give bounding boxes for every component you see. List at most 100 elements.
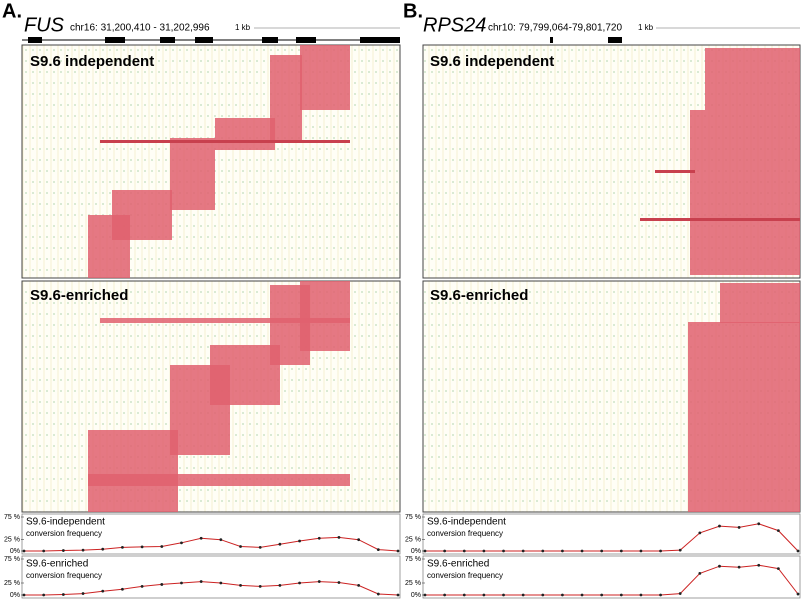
frequency-point [580, 593, 584, 597]
frequency-point [737, 526, 741, 529]
frequency-point [376, 548, 380, 552]
frequency-point [580, 549, 584, 553]
frequency-line [24, 581, 399, 596]
frequency-point [600, 593, 604, 597]
frequency-box [21, 513, 401, 555]
plot-subtitle: conversion frequency [26, 571, 102, 580]
frequency-point [337, 536, 341, 539]
frequency-line [425, 523, 799, 552]
scale-label: 1 kb [638, 23, 654, 32]
frequency-point [317, 580, 321, 583]
frequency-point [482, 593, 486, 597]
frequency-point [61, 549, 65, 552]
y-tick-label: 0% [411, 548, 421, 555]
frequency-point [42, 593, 46, 597]
frequency-point [737, 565, 741, 569]
gene-name: FUS [24, 14, 65, 36]
frequency-point [42, 549, 46, 553]
frequency-point [561, 549, 564, 553]
frequency-point [462, 549, 466, 553]
frequency-point [140, 545, 144, 549]
frequency-point [298, 539, 301, 543]
frequency-point [219, 581, 223, 585]
frequency-point [600, 549, 604, 553]
frequency-point [678, 592, 682, 595]
heatmap-title: S9.6 independent [30, 53, 154, 70]
frequency-point [199, 580, 203, 583]
frequency-point [561, 593, 564, 597]
y-tick-label: 0% [10, 592, 20, 599]
frequency-point [22, 549, 26, 553]
frequency-point [396, 593, 400, 597]
frequency-point [541, 549, 545, 553]
gene-name: RPS24 [423, 14, 486, 36]
plot-title: S9.6-enriched [26, 559, 88, 570]
frequency-point [121, 587, 124, 591]
frequency-point [541, 593, 545, 597]
panel-label: A. [2, 0, 22, 22]
frequency-point [619, 593, 623, 597]
plot-title: S9.6-independent [26, 517, 105, 528]
frequency-point [239, 584, 242, 587]
r-loop-reads [88, 281, 350, 512]
frequency-point [81, 548, 85, 552]
r-loop-reads [88, 45, 350, 278]
y-tick-label: 0% [10, 548, 20, 555]
frequency-point [101, 547, 105, 551]
plot-subtitle: conversion frequency [26, 529, 102, 538]
r-loop-reads [688, 283, 800, 512]
frequency-point [317, 536, 321, 540]
frequency-line [24, 536, 399, 552]
frequency-point [278, 542, 282, 546]
y-tick-label: 25 % [4, 537, 20, 544]
frequency-point [357, 538, 361, 542]
frequency-point [757, 522, 761, 526]
frequency-point [180, 541, 183, 545]
frequency-point [502, 549, 505, 553]
frequency-point [160, 545, 164, 548]
frequency-point [659, 593, 662, 597]
frequency-point [298, 581, 301, 585]
frequency-point [698, 531, 702, 535]
frequency-point [337, 581, 341, 584]
plot-subtitle: conversion frequency [427, 571, 503, 580]
heatmap-title: S9.6-enriched [430, 287, 528, 304]
frequency-point [521, 593, 525, 597]
frequency-point [376, 592, 380, 596]
frequency-point [796, 592, 800, 596]
frequency-point [258, 584, 262, 588]
y-tick-label: 0% [411, 592, 421, 599]
frequency-point [776, 529, 780, 532]
gene-track [550, 37, 622, 43]
heatmap-title: S9.6 independent [430, 53, 554, 70]
frequency-point [718, 524, 721, 528]
frequency-point [776, 567, 780, 570]
frequency-point [659, 549, 662, 553]
heatmap-title: S9.6-enriched [30, 287, 128, 304]
frequency-point [199, 536, 203, 540]
y-tick-label: 75 % [405, 514, 421, 521]
frequency-point [140, 584, 144, 588]
frequency-point [619, 549, 623, 553]
frequency-point [258, 545, 262, 549]
frequency-point [521, 549, 525, 553]
frequency-point [121, 545, 124, 549]
frequency-point [639, 593, 643, 597]
y-tick-label: 75 % [4, 514, 20, 521]
frequency-point [443, 593, 447, 597]
y-tick-label: 75 % [4, 556, 20, 563]
frequency-point [180, 581, 183, 585]
frequency-point [698, 572, 702, 575]
frequency-point [22, 593, 26, 597]
frequency-box [422, 555, 801, 599]
frequency-point [482, 549, 486, 553]
frequency-point [396, 549, 400, 553]
plot-title: S9.6-independent [427, 517, 506, 528]
y-tick-label: 75 % [405, 556, 421, 563]
frequency-point [718, 564, 721, 568]
frequency-box [21, 555, 401, 599]
r-loop-reads [640, 48, 800, 275]
frequency-point [219, 538, 223, 542]
frequency-box [422, 513, 801, 555]
